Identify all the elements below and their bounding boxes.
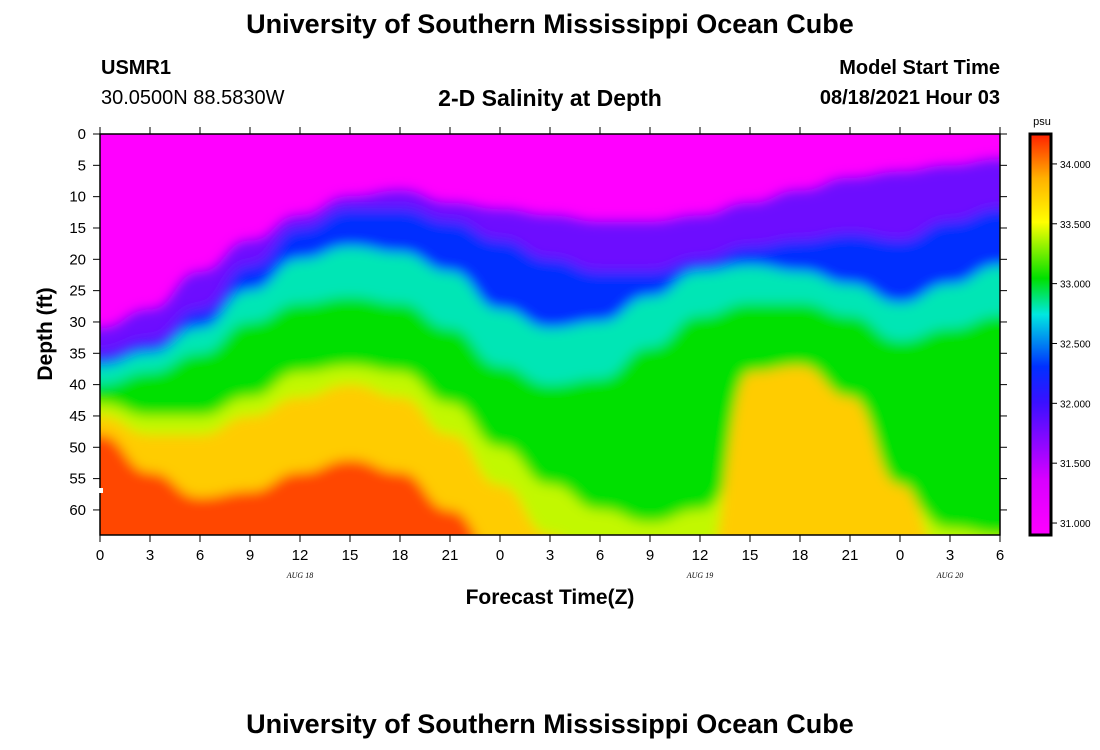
- x-date-label: AUG 20: [936, 571, 963, 580]
- x-date-label: AUG 18: [286, 571, 313, 580]
- y-tick-label: 5: [78, 157, 86, 174]
- x-tick-label: 3: [546, 547, 554, 564]
- x-tick-label: 0: [96, 547, 104, 564]
- x-date-label: AUG 19: [686, 571, 713, 580]
- station-coords: 30.0500N 88.5830W: [101, 87, 285, 109]
- x-tick-label: 3: [146, 547, 154, 564]
- model-start-label: Model Start Time: [839, 57, 1000, 79]
- y-tick-label: 35: [69, 345, 86, 362]
- colorbar-tick-label: 31.500: [1060, 459, 1091, 470]
- colorbar-tick-label: 32.500: [1060, 339, 1091, 350]
- y-tick-label: 50: [69, 439, 86, 456]
- x-tick-label: 9: [646, 547, 654, 564]
- x-tick-label: 0: [896, 547, 904, 564]
- x-tick-label: 0: [496, 547, 504, 564]
- x-tick-label: 6: [996, 547, 1004, 564]
- colorbar: [1028, 132, 1053, 537]
- station-id: USMR1: [101, 57, 172, 79]
- y-tick-label: 55: [69, 471, 86, 488]
- salinity-band-6: [100, 434, 475, 535]
- x-tick-label: 21: [442, 547, 459, 564]
- x-tick-label: 15: [742, 547, 759, 564]
- heatmap-field: [100, 134, 1000, 535]
- y-tick-label: 10: [69, 189, 86, 206]
- x-tick-label: 6: [196, 547, 204, 564]
- x-tick-label: 3: [946, 547, 954, 564]
- x-tick-label: 12: [692, 547, 709, 564]
- y-tick-label: 30: [69, 314, 86, 331]
- y-tick-label: 0: [78, 126, 86, 143]
- plot-title: 2-D Salinity at Depth: [438, 85, 662, 111]
- y-tick-label: 15: [69, 220, 86, 237]
- y-tick-label: 20: [69, 251, 86, 268]
- x-tick-label: 9: [246, 547, 254, 564]
- x-tick-label: 21: [842, 547, 859, 564]
- x-tick-label: 6: [596, 547, 604, 564]
- x-tick-label: 15: [342, 547, 359, 564]
- colorbar-tick-label: 33.000: [1060, 280, 1091, 291]
- colorbar-tick-label: 33.500: [1060, 220, 1091, 231]
- figure-title: University of Southern Mississippi Ocean…: [246, 9, 854, 39]
- footer-title: University of Southern Mississippi Ocean…: [246, 709, 854, 739]
- y-tick-label: 60: [69, 502, 86, 519]
- colorbar-units: psu: [1033, 116, 1051, 128]
- y-tick-label: 25: [69, 283, 86, 300]
- x-axis-label: Forecast Time(Z): [466, 586, 635, 609]
- station-marker: [99, 488, 103, 493]
- colorbar-tick-label: 31.000: [1060, 519, 1091, 530]
- y-axis-label: Depth (ft): [34, 287, 57, 380]
- colorbar-tick-label: 34.000: [1060, 160, 1091, 171]
- x-tick-label: 12: [292, 547, 309, 564]
- x-tick-label: 18: [392, 547, 409, 564]
- model-start-time: 08/18/2021 Hour 03: [819, 87, 1000, 109]
- colorbar-tick-label: 32.000: [1060, 399, 1091, 410]
- y-tick-label: 45: [69, 408, 86, 425]
- x-tick-label: 18: [792, 547, 809, 564]
- y-tick-label: 40: [69, 377, 86, 394]
